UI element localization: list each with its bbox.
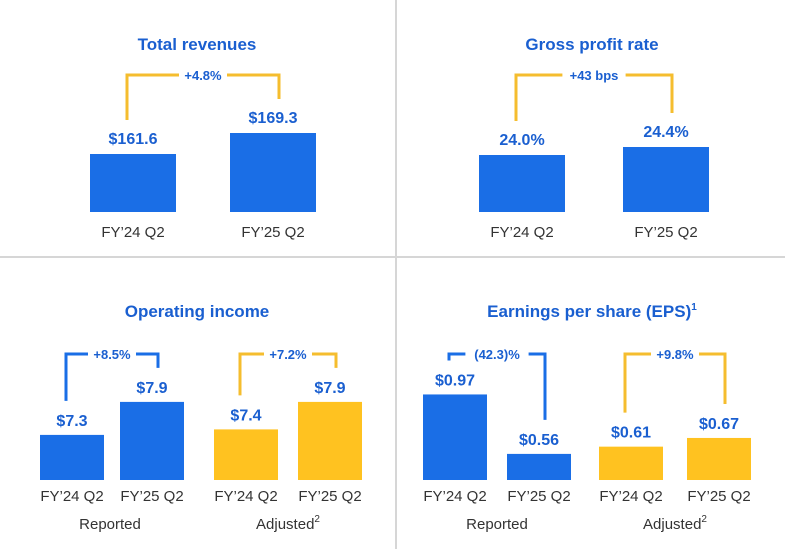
chart-0-change-label: +4.8% bbox=[184, 68, 222, 83]
chart-2-tick-1: FY’25 Q2 bbox=[120, 488, 183, 505]
chart-3-tick-1: FY’25 Q2 bbox=[507, 488, 570, 505]
chart-2-group-0-change-bracket bbox=[64, 352, 160, 401]
chart-2-value-label-3: $7.9 bbox=[314, 380, 345, 397]
chart-3-value-label-3: $0.67 bbox=[699, 416, 739, 433]
chart-0-tick-1: FY’25 Q2 bbox=[241, 224, 304, 241]
chart-3-bar-3 bbox=[687, 437, 751, 480]
chart-2-value-label-1: $7.9 bbox=[136, 380, 167, 397]
chart-2-tick-0: FY’24 Q2 bbox=[40, 488, 103, 505]
chart-0-change-bracket bbox=[125, 73, 281, 120]
chart-2-group-1-change-label: +7.2% bbox=[269, 347, 307, 362]
chart-1-tick-0: FY’24 Q2 bbox=[490, 224, 553, 241]
chart-1-tick-1: FY’25 Q2 bbox=[634, 224, 697, 241]
chart-3-value-label-0: $0.97 bbox=[435, 372, 475, 389]
chart-2-tick-3: FY’25 Q2 bbox=[298, 488, 361, 505]
chart-3-group-1-change-label: +9.8% bbox=[656, 347, 694, 362]
chart-3-group-label-1: Adjusted2 bbox=[643, 514, 707, 533]
chart-0-title: Total revenues bbox=[138, 35, 257, 54]
chart-2-tick-2: FY’24 Q2 bbox=[214, 488, 277, 505]
chart-2-group-1-change-bracket bbox=[238, 352, 338, 396]
chart-0-bar-0 bbox=[90, 154, 176, 212]
chart-3-group-1-change-bracket bbox=[623, 352, 727, 413]
chart-1-bar-1 bbox=[623, 147, 709, 212]
chart-0-value-label-0: $161.6 bbox=[109, 131, 158, 148]
chart-3-group-0-change-label: (42.3)% bbox=[474, 347, 520, 362]
chart-3-title-superscript: 1 bbox=[691, 302, 697, 313]
chart-3-group-label-0: Reported bbox=[466, 516, 528, 533]
chart-3-tick-0: FY’24 Q2 bbox=[423, 488, 486, 505]
chart-3-value-label-2: $0.61 bbox=[611, 425, 651, 442]
chart-1-change-label: +43 bps bbox=[570, 68, 619, 83]
chart-3-title: Earnings per share (EPS)1 bbox=[487, 302, 697, 321]
chart-2-group-label-0: Reported bbox=[79, 516, 141, 533]
chart-3-bar-1 bbox=[507, 453, 571, 480]
chart-2-bar-0 bbox=[40, 434, 104, 480]
chart-0-value-label-1: $169.3 bbox=[249, 110, 298, 127]
chart-2-value-label-0: $7.3 bbox=[56, 413, 87, 430]
chart-3-bar-2 bbox=[599, 446, 663, 480]
chart-0-tick-0: FY’24 Q2 bbox=[101, 224, 164, 241]
chart-2-bar-3 bbox=[298, 401, 362, 480]
chart-2-bar-1 bbox=[120, 401, 184, 480]
chart-1-change-bracket bbox=[514, 73, 674, 121]
chart-2-value-label-2: $7.4 bbox=[230, 407, 261, 424]
chart-3-tick-3: FY’25 Q2 bbox=[687, 488, 750, 505]
chart-0-bar-1 bbox=[230, 133, 316, 212]
chart-1-title: Gross profit rate bbox=[525, 35, 658, 54]
chart-2-bar-2 bbox=[214, 429, 278, 480]
chart-3-group-0-change-bracket bbox=[447, 352, 547, 420]
chart-1-value-label-0: 24.0% bbox=[499, 132, 544, 149]
chart-3-value-label-1: $0.56 bbox=[519, 432, 559, 449]
chart-3-bar-0 bbox=[423, 394, 487, 480]
chart-2-group-0-change-label: +8.5% bbox=[93, 347, 131, 362]
chart-2-title: Operating income bbox=[125, 302, 270, 321]
chart-2-group-label-1: Adjusted2 bbox=[256, 514, 320, 533]
chart-2-group-label-1-superscript: 2 bbox=[314, 514, 320, 525]
chart-1-value-label-1: 24.4% bbox=[643, 124, 688, 141]
chart-1-bar-0 bbox=[479, 155, 565, 212]
chart-3-group-label-1-superscript: 2 bbox=[701, 514, 707, 525]
chart-3-tick-2: FY’24 Q2 bbox=[599, 488, 662, 505]
